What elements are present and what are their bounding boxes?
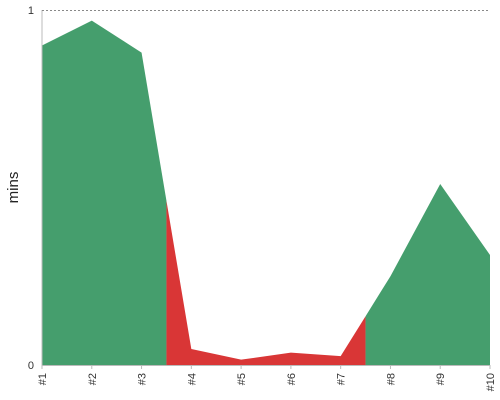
x-tick-label: #7 — [336, 373, 348, 385]
y-axis-title: mins — [5, 172, 22, 204]
y-tick-label: 0 — [28, 360, 34, 372]
x-tick-label: #8 — [385, 373, 397, 385]
area-segment-good — [365, 183, 490, 365]
x-tick-label: #9 — [435, 373, 447, 385]
x-tick-label: #1 — [37, 373, 49, 385]
x-tick-label: #6 — [286, 373, 298, 385]
x-tick-label: #4 — [186, 373, 198, 385]
y-tick-label: 1 — [28, 5, 34, 17]
area-segment-good — [42, 20, 167, 366]
axes-layer — [41, 10, 490, 366]
x-tick-label: #2 — [87, 373, 99, 385]
area-segment-bad — [166, 200, 366, 365]
x-tick-label: #5 — [236, 373, 248, 385]
y-tick-labels: 0 1 — [28, 5, 34, 372]
x-tick-label: #3 — [137, 373, 149, 385]
x-tick-label: #10 — [485, 373, 497, 391]
x-tick-labels: #1 #2 #3 #4 #5 #6 #7 #8 #9 #10 — [37, 365, 497, 391]
area-layer — [42, 20, 490, 366]
